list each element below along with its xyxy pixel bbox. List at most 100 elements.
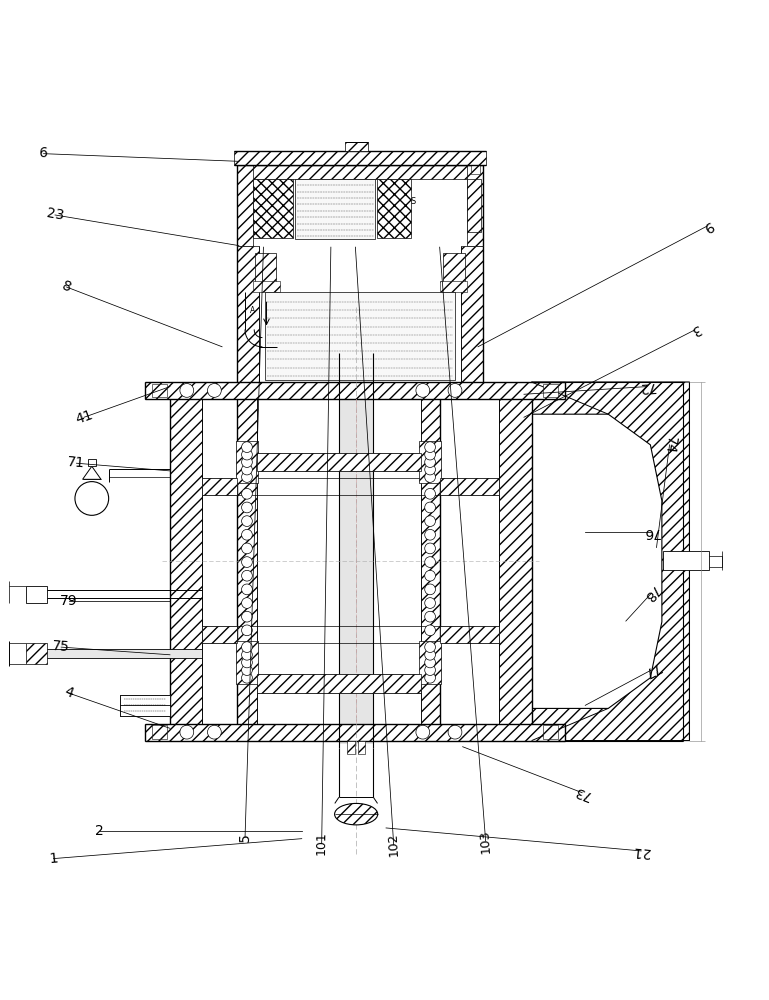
Bar [234,151,487,165]
Circle shape [241,516,252,526]
Bar [26,643,48,664]
Circle shape [424,584,435,595]
Bar [543,384,558,397]
Bar [358,741,365,754]
Bar [120,695,170,716]
Circle shape [241,529,252,540]
Circle shape [424,516,435,526]
Text: A: A [250,306,255,315]
Circle shape [424,672,435,683]
Circle shape [241,570,252,581]
Circle shape [424,488,435,499]
Bar [345,142,368,151]
Bar [238,165,253,246]
Bar [663,551,708,570]
Bar [419,441,441,483]
Bar [46,649,202,658]
Ellipse shape [335,803,378,825]
Bar [440,478,499,495]
Circle shape [424,502,435,513]
Circle shape [241,449,252,460]
Circle shape [416,725,430,739]
Circle shape [424,464,435,475]
Circle shape [424,472,435,482]
Bar [253,281,279,292]
Bar [265,292,455,380]
Text: 73: 73 [571,783,593,802]
Circle shape [416,384,430,397]
Polygon shape [82,466,101,479]
Circle shape [180,725,194,739]
Circle shape [208,384,221,397]
Text: 4: 4 [62,685,75,701]
Circle shape [424,442,435,452]
Circle shape [424,598,435,608]
Text: 41: 41 [74,408,95,427]
Text: 79: 79 [60,594,78,608]
Polygon shape [531,382,690,741]
Circle shape [424,611,435,622]
Circle shape [424,625,435,636]
Text: 9: 9 [701,217,715,234]
Text: 71: 71 [67,456,86,471]
Bar [151,384,167,397]
Circle shape [241,464,252,475]
Circle shape [448,725,462,739]
Circle shape [241,642,252,652]
Circle shape [241,665,252,675]
Circle shape [241,557,252,567]
Bar [238,246,259,399]
Bar [471,165,481,174]
Text: 6: 6 [38,146,48,161]
Circle shape [424,449,435,460]
Bar [461,246,483,399]
Bar [255,253,277,282]
Bar [120,695,170,716]
Circle shape [424,642,435,652]
Text: 21: 21 [632,843,651,859]
Circle shape [424,457,435,467]
Circle shape [241,442,252,452]
Bar [257,453,421,471]
Text: 5: 5 [238,833,252,842]
Bar [444,253,465,282]
Bar [441,281,468,292]
Bar [419,641,441,684]
Text: 101: 101 [315,831,328,855]
Bar [236,641,258,684]
Text: 102: 102 [387,833,401,857]
Bar [440,626,499,643]
Bar [170,399,202,724]
Text: 77: 77 [640,660,662,680]
Circle shape [241,543,252,554]
Circle shape [424,529,435,540]
Bar [202,478,238,495]
Circle shape [241,649,252,660]
Bar [377,179,411,238]
Circle shape [448,384,462,397]
Text: 8: 8 [60,279,73,295]
Circle shape [424,543,435,554]
Bar [421,399,440,724]
Bar [238,399,257,724]
Circle shape [241,625,252,636]
Bar [543,725,558,739]
Bar [202,626,238,643]
Circle shape [241,611,252,622]
Circle shape [424,557,435,567]
Text: 74: 74 [661,435,677,454]
Bar [257,674,421,693]
Bar [253,179,292,238]
Circle shape [241,672,252,683]
Bar [88,459,95,466]
Bar [145,382,564,399]
Text: 78: 78 [640,582,662,605]
Bar [295,179,375,239]
Text: 2: 2 [95,824,104,838]
Circle shape [424,657,435,668]
Circle shape [241,488,252,499]
Circle shape [241,457,252,467]
Circle shape [75,482,108,515]
Bar [26,586,48,603]
Text: 75: 75 [52,640,71,655]
